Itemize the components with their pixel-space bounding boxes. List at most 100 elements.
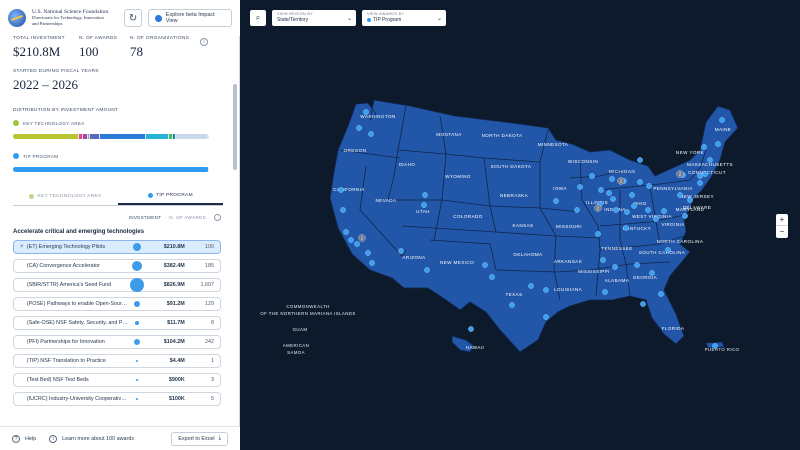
key-area-segment[interactable] xyxy=(175,134,208,139)
award-point[interactable] xyxy=(645,207,651,213)
tab-tip-program[interactable]: TIP PROGRAM xyxy=(118,188,223,205)
award-point[interactable] xyxy=(637,179,643,185)
award-point[interactable] xyxy=(623,225,629,231)
zoom-in-button[interactable]: + xyxy=(776,214,788,226)
award-point[interactable] xyxy=(482,262,488,268)
cluster-marker[interactable]: 2 xyxy=(594,204,602,212)
tab-key-technology-area[interactable]: KEY TECHNOLOGY AREA xyxy=(13,188,118,205)
award-point[interactable] xyxy=(602,289,608,295)
award-point[interactable] xyxy=(612,264,618,270)
award-point[interactable] xyxy=(631,203,637,209)
sort-investment[interactable]: INVESTMENT xyxy=(128,215,162,220)
award-point[interactable] xyxy=(338,187,344,193)
award-point[interactable] xyxy=(354,241,360,247)
award-point[interactable] xyxy=(598,187,604,193)
award-point[interactable] xyxy=(637,157,643,163)
program-row[interactable]: (Test Bed) NSF Test Beds $900K 3 xyxy=(13,373,221,387)
award-point[interactable] xyxy=(701,144,707,150)
us-landmass[interactable] xyxy=(329,99,739,353)
award-point[interactable] xyxy=(340,207,346,213)
export-excel-button[interactable]: Export to Excel ⤓ xyxy=(171,431,228,446)
award-point[interactable] xyxy=(702,171,708,177)
award-point[interactable] xyxy=(719,117,725,123)
award-point[interactable] xyxy=(613,207,619,213)
cluster-marker[interactable]: 2 xyxy=(617,177,625,185)
key-area-segment[interactable] xyxy=(13,134,78,139)
program-row[interactable]: (SBIR/STTR) America's Seed Fund $826.9M 1,… xyxy=(13,277,221,293)
award-point[interactable] xyxy=(629,192,635,198)
key-area-segment[interactable] xyxy=(82,134,87,139)
award-point[interactable] xyxy=(398,248,404,254)
award-point[interactable] xyxy=(365,250,371,256)
awards-view-select[interactable]: VIEW AWARDS BY TIP Program ⌄ xyxy=(362,10,446,26)
key-area-distribution-bar[interactable] xyxy=(13,134,209,139)
award-point[interactable] xyxy=(634,262,640,268)
award-point[interactable] xyxy=(363,109,369,115)
panel-scrollbar[interactable] xyxy=(233,84,237,170)
key-area-segment[interactable] xyxy=(168,134,172,139)
mainland-shape[interactable] xyxy=(329,99,739,353)
program-row[interactable]: (PFI) Partnerships for Innovation $104.2M… xyxy=(13,335,221,349)
award-point[interactable] xyxy=(543,314,549,320)
award-point[interactable] xyxy=(528,283,534,289)
tip-program-bar-fill[interactable] xyxy=(13,167,208,172)
award-point[interactable] xyxy=(646,183,652,189)
award-point[interactable] xyxy=(553,198,559,204)
award-point[interactable] xyxy=(697,173,703,179)
info-icon[interactable]: i xyxy=(200,38,208,46)
award-points[interactable]: 2 2 2 2 xyxy=(338,109,725,349)
award-point[interactable] xyxy=(343,229,349,235)
key-area-segment[interactable] xyxy=(146,134,168,139)
award-point[interactable] xyxy=(658,291,664,297)
award-point[interactable] xyxy=(707,157,713,163)
cluster-marker[interactable]: 2 xyxy=(358,234,366,242)
award-point[interactable] xyxy=(715,141,721,147)
tip-program-distribution-bar[interactable] xyxy=(13,167,209,172)
award-point[interactable] xyxy=(422,192,428,198)
award-point[interactable] xyxy=(640,301,646,307)
award-point[interactable] xyxy=(697,180,703,186)
award-point[interactable] xyxy=(606,190,612,196)
hawaii-shape[interactable] xyxy=(451,335,475,353)
reset-button[interactable]: ↻ xyxy=(124,9,143,27)
region-select[interactable]: VIEW REGION BY State/Territory ⌄ xyxy=(272,10,356,26)
award-point[interactable] xyxy=(649,270,655,276)
program-row[interactable]: (POSE) Pathways to enable Open-Source Ec… xyxy=(13,297,221,311)
remove-filter-icon[interactable]: × xyxy=(20,244,24,250)
program-row[interactable]: (IUCRC) Industry-University Cooperative … xyxy=(13,392,221,406)
help-link[interactable]: Help xyxy=(25,435,37,442)
award-point[interactable] xyxy=(543,287,549,293)
zoom-out-button[interactable]: − xyxy=(779,227,785,236)
key-area-segment[interactable] xyxy=(90,134,100,139)
sort-awards[interactable]: N. OF AWARDS xyxy=(169,215,206,220)
award-point[interactable] xyxy=(595,231,601,237)
award-point[interactable] xyxy=(687,197,693,203)
award-point[interactable] xyxy=(424,267,430,273)
award-point[interactable] xyxy=(600,257,606,263)
award-point[interactable] xyxy=(468,326,474,332)
award-point[interactable] xyxy=(609,176,615,182)
sort-info-icon[interactable] xyxy=(214,214,221,221)
award-point[interactable] xyxy=(589,173,595,179)
award-point[interactable] xyxy=(677,192,683,198)
award-point[interactable] xyxy=(610,196,616,202)
award-point[interactable] xyxy=(421,202,427,208)
cluster-marker[interactable]: 2 xyxy=(676,170,684,178)
award-point[interactable] xyxy=(682,213,688,219)
program-row[interactable]: (TIP) NSF Translation to Practice $4.4M 1 xyxy=(13,354,221,368)
award-point[interactable] xyxy=(661,208,667,214)
award-point[interactable] xyxy=(653,216,659,222)
key-area-segment[interactable] xyxy=(78,134,82,139)
award-point[interactable] xyxy=(665,247,671,253)
award-point[interactable] xyxy=(712,343,718,349)
award-point[interactable] xyxy=(489,274,495,280)
panel-content[interactable]: TOTAL INVESTMENT N. OF AWARDS N. OF ORGA… xyxy=(0,30,240,426)
key-area-segment[interactable] xyxy=(87,134,90,139)
award-point[interactable] xyxy=(369,260,375,266)
program-row[interactable]: (CA) Convergence Accelerator $382.4M 185 xyxy=(13,259,221,273)
learn-more-link[interactable]: Learn more about 100 awards xyxy=(62,435,135,442)
help-icon[interactable]: ? xyxy=(12,434,20,443)
award-point[interactable] xyxy=(368,131,374,137)
award-point[interactable] xyxy=(348,237,354,243)
